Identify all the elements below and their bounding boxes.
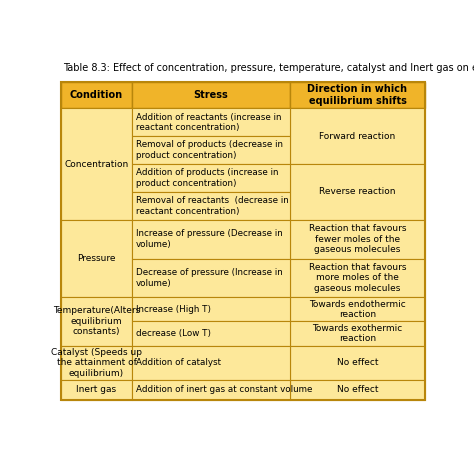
- Bar: [290, 322, 425, 345]
- Bar: [61, 82, 132, 108]
- Text: Addition of catalyst: Addition of catalyst: [136, 358, 221, 367]
- Text: Catalyst (Speeds up
the attainment of
equilibrium): Catalyst (Speeds up the attainment of eq…: [51, 348, 142, 378]
- Text: Removal of reactants  (decrease in
reactant concentration): Removal of reactants (decrease in reacta…: [136, 196, 288, 216]
- Text: Temperature(Alters
equilibrium
constants): Temperature(Alters equilibrium constants…: [53, 307, 140, 336]
- Text: Table 8.3: Effect of concentration, pressure, temperature, catalyst and Inert ga: Table 8.3: Effect of concentration, pres…: [63, 63, 474, 73]
- Bar: [290, 164, 425, 220]
- Bar: [290, 258, 425, 297]
- Bar: [132, 322, 290, 345]
- Bar: [290, 108, 425, 164]
- Bar: [290, 82, 425, 108]
- Text: Towards exothermic
reaction: Towards exothermic reaction: [312, 324, 402, 343]
- Text: Addition of inert gas at constant volume: Addition of inert gas at constant volume: [136, 385, 312, 394]
- Bar: [132, 258, 290, 297]
- Text: Stress: Stress: [194, 90, 228, 100]
- Text: Condition: Condition: [70, 90, 123, 100]
- Text: Increase (High T): Increase (High T): [136, 305, 210, 314]
- Bar: [132, 108, 290, 136]
- Text: No effect: No effect: [337, 385, 378, 394]
- Bar: [132, 164, 290, 192]
- Bar: [61, 380, 132, 400]
- Bar: [61, 220, 132, 297]
- Text: decrease (Low T): decrease (Low T): [136, 329, 210, 338]
- Text: Reaction that favours
fewer moles of the
gaseous molecules: Reaction that favours fewer moles of the…: [309, 224, 406, 254]
- Text: Direction in which
equilibrium shifts: Direction in which equilibrium shifts: [308, 84, 408, 106]
- Text: Decrease of pressure (Increase in
volume): Decrease of pressure (Increase in volume…: [136, 268, 283, 288]
- Bar: [132, 82, 290, 108]
- Bar: [132, 192, 290, 220]
- Bar: [290, 297, 425, 322]
- Bar: [290, 345, 425, 380]
- Text: Pressure: Pressure: [77, 254, 116, 263]
- Text: Concentration: Concentration: [64, 160, 128, 169]
- Text: Towards endothermic
reaction: Towards endothermic reaction: [309, 299, 406, 319]
- Text: Inert gas: Inert gas: [76, 385, 117, 394]
- Bar: [132, 136, 290, 164]
- Bar: [290, 220, 425, 258]
- Text: Addition of reactants (increase in
reactant concentration): Addition of reactants (increase in react…: [136, 112, 281, 132]
- Bar: [132, 345, 290, 380]
- Text: Increase of pressure (Decrease in
volume): Increase of pressure (Decrease in volume…: [136, 230, 283, 249]
- Bar: [132, 220, 290, 258]
- Text: No effect: No effect: [337, 358, 378, 367]
- Bar: [290, 380, 425, 400]
- Text: Addition of products (increase in
product concentration): Addition of products (increase in produc…: [136, 168, 278, 188]
- Text: Forward reaction: Forward reaction: [319, 132, 396, 141]
- Text: Reaction that favours
more moles of the
gaseous molecules: Reaction that favours more moles of the …: [309, 263, 406, 293]
- Text: Removal of products (decrease in
product concentration): Removal of products (decrease in product…: [136, 140, 283, 160]
- Text: Reverse reaction: Reverse reaction: [319, 188, 396, 197]
- Bar: [132, 380, 290, 400]
- Bar: [61, 108, 132, 220]
- Bar: [132, 297, 290, 322]
- Bar: [61, 345, 132, 380]
- Bar: [61, 297, 132, 345]
